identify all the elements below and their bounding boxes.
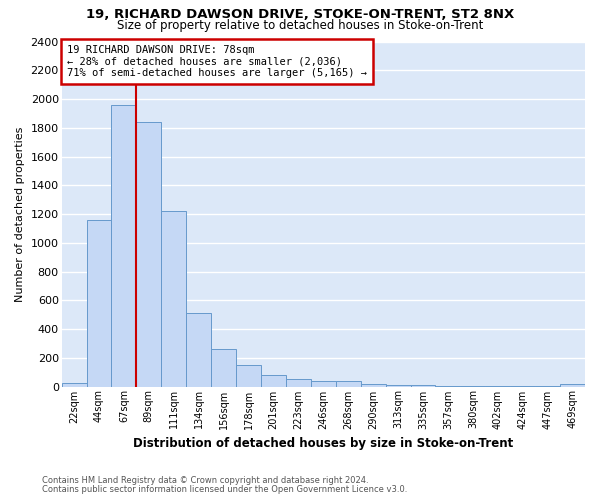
Bar [236,365,261,386]
Bar [86,220,112,386]
Text: Contains HM Land Registry data © Crown copyright and database right 2024.: Contains HM Land Registry data © Crown c… [42,476,368,485]
Bar [112,105,136,386]
Bar [311,381,336,386]
Bar [62,383,86,386]
Bar [286,378,311,386]
Bar [161,211,186,386]
Bar [136,122,161,386]
Bar [186,313,211,386]
Bar [261,375,286,386]
Text: Contains public sector information licensed under the Open Government Licence v3: Contains public sector information licen… [42,485,407,494]
Text: Size of property relative to detached houses in Stoke-on-Trent: Size of property relative to detached ho… [117,19,483,32]
Text: 19, RICHARD DAWSON DRIVE, STOKE-ON-TRENT, ST2 8NX: 19, RICHARD DAWSON DRIVE, STOKE-ON-TRENT… [86,8,514,20]
Bar [336,381,361,386]
X-axis label: Distribution of detached houses by size in Stoke-on-Trent: Distribution of detached houses by size … [133,437,514,450]
Y-axis label: Number of detached properties: Number of detached properties [15,126,25,302]
Bar [211,349,236,387]
Bar [386,385,410,386]
Bar [361,384,386,386]
Text: 19 RICHARD DAWSON DRIVE: 78sqm
← 28% of detached houses are smaller (2,036)
71% : 19 RICHARD DAWSON DRIVE: 78sqm ← 28% of … [67,45,367,78]
Bar [560,384,585,386]
